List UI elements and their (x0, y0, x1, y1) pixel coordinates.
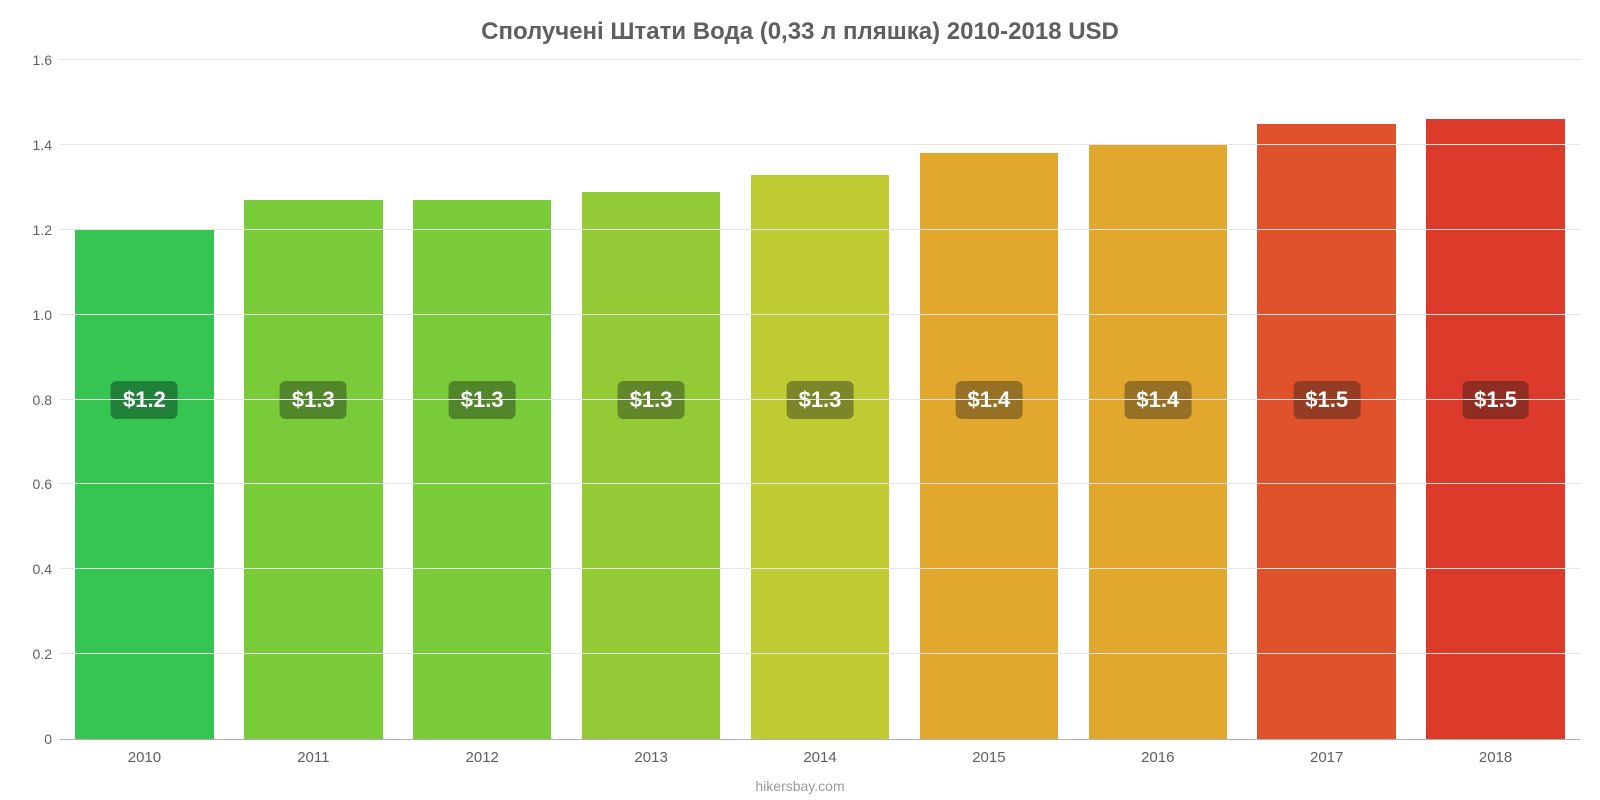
bar-value-label: $1.3 (787, 381, 854, 419)
bar (75, 230, 213, 739)
ytick-label: 1.6 (33, 52, 60, 68)
ytick-label: 0 (44, 731, 60, 747)
xtick-label: 2015 (972, 739, 1005, 766)
xtick-label: 2011 (297, 739, 329, 766)
bar-slot: $1.42016 (1073, 60, 1242, 739)
bar (751, 175, 889, 739)
bar (1089, 145, 1227, 739)
bar-value-label: $1.5 (1462, 381, 1529, 419)
bar (920, 153, 1058, 739)
xtick-label: 2012 (466, 739, 499, 766)
ytick-label: 1.2 (33, 222, 60, 238)
bar (1426, 119, 1564, 739)
bar-value-label: $1.3 (280, 381, 347, 419)
bars-container: $1.22010$1.32011$1.32012$1.32013$1.32014… (60, 60, 1580, 739)
gridline (60, 568, 1580, 569)
bar-value-label: $1.4 (955, 381, 1022, 419)
bar (244, 200, 382, 739)
ytick-label: 0.2 (33, 646, 60, 662)
bar (1257, 124, 1395, 739)
xtick-label: 2013 (634, 739, 667, 766)
bar-slot: $1.52018 (1411, 60, 1580, 739)
gridline (60, 653, 1580, 654)
attribution-text: hikersbay.com (0, 778, 1600, 794)
gridline (60, 59, 1580, 60)
bar-slot: $1.22010 (60, 60, 229, 739)
gridline (60, 399, 1580, 400)
plot-area: $1.22010$1.32011$1.32012$1.32013$1.32014… (60, 60, 1580, 740)
ytick-label: 1.0 (33, 307, 60, 323)
bar-value-label: $1.5 (1293, 381, 1360, 419)
bar (582, 192, 720, 739)
bar-value-label: $1.3 (618, 381, 685, 419)
bar-slot: $1.32013 (567, 60, 736, 739)
xtick-label: 2018 (1479, 739, 1512, 766)
chart-title: Сполучені Штати Вода (0,33 л пляшка) 201… (0, 18, 1600, 46)
xtick-label: 2014 (803, 739, 836, 766)
bar-value-label: $1.2 (111, 381, 178, 419)
bar-slot: $1.52017 (1242, 60, 1411, 739)
xtick-label: 2016 (1141, 739, 1174, 766)
gridline (60, 314, 1580, 315)
bar (413, 200, 551, 739)
bar-slot: $1.32011 (229, 60, 398, 739)
xtick-label: 2010 (128, 739, 161, 766)
bar-slot: $1.32012 (398, 60, 567, 739)
ytick-label: 1.4 (33, 137, 60, 153)
gridline (60, 229, 1580, 230)
gridline (60, 144, 1580, 145)
ytick-label: 0.4 (33, 561, 60, 577)
gridline (60, 483, 1580, 484)
ytick-label: 0.8 (33, 392, 60, 408)
bar-slot: $1.32014 (736, 60, 905, 739)
bar-value-label: $1.4 (1124, 381, 1191, 419)
bar-slot: $1.42015 (904, 60, 1073, 739)
bar-chart: Сполучені Штати Вода (0,33 л пляшка) 201… (0, 0, 1600, 800)
bar-value-label: $1.3 (449, 381, 516, 419)
ytick-label: 0.6 (33, 476, 60, 492)
xtick-label: 2017 (1310, 739, 1343, 766)
